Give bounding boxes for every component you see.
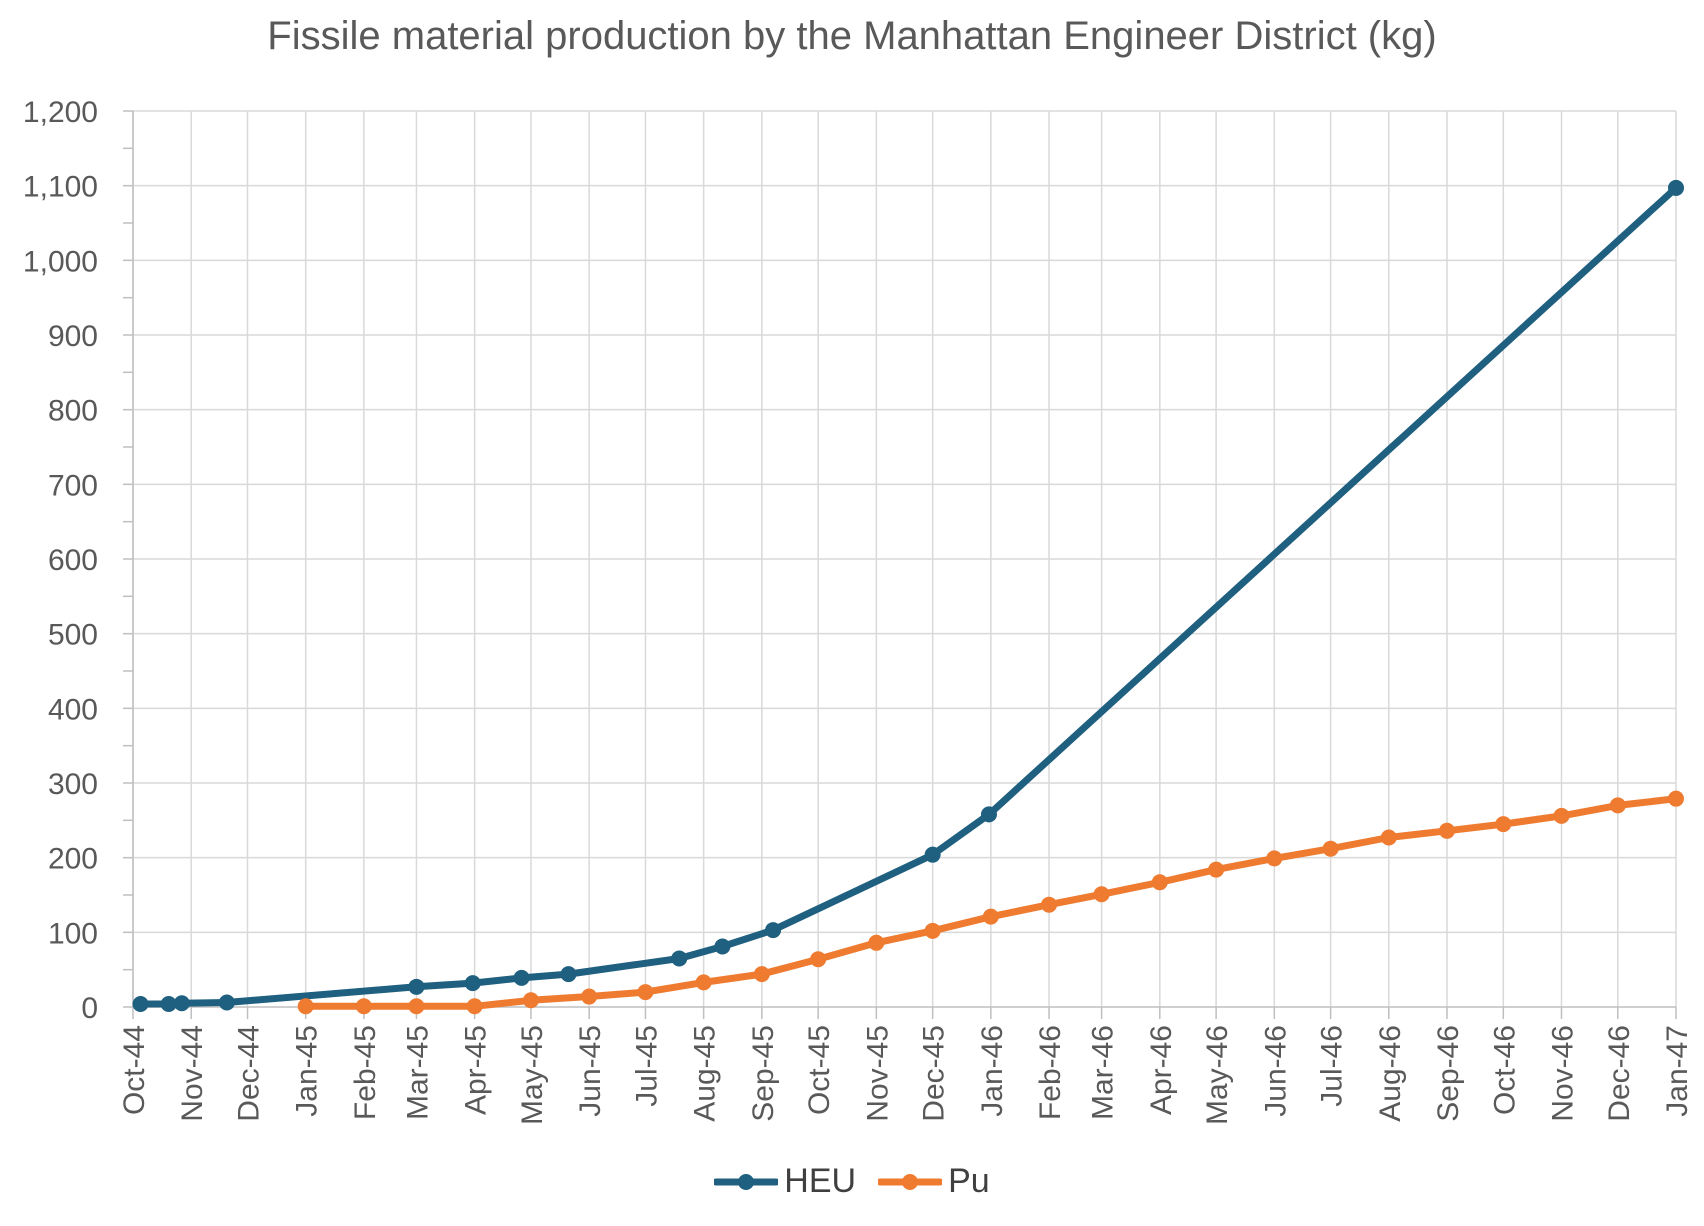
- x-tick-label: Feb-46: [1034, 1025, 1067, 1120]
- y-tick-label: 700: [48, 469, 98, 502]
- x-tick-label: Jan-46: [976, 1025, 1009, 1117]
- x-tick-label: Feb-45: [349, 1025, 382, 1120]
- y-tick-label: 0: [81, 992, 98, 1025]
- x-tick-label: Jul-45: [630, 1025, 663, 1107]
- x-tick-label: Nov-46: [1546, 1025, 1579, 1122]
- pu-data-point: [982, 908, 999, 925]
- pu-data-point: [868, 934, 885, 951]
- x-tick-label: Jul-46: [1316, 1025, 1349, 1107]
- grid-lines: [132, 110, 1677, 1007]
- pu-data-point: [1266, 850, 1283, 867]
- pu-data-point: [297, 998, 314, 1015]
- x-tick-label: Jun-46: [1259, 1025, 1292, 1117]
- pu-data-point: [581, 988, 598, 1005]
- x-tick-label: Dec-44: [233, 1025, 266, 1122]
- heu-data-point: [173, 995, 190, 1012]
- x-tick-label: Oct-46: [1488, 1025, 1521, 1115]
- pu-data-point: [1208, 861, 1225, 878]
- x-tick-label: Nov-44: [176, 1025, 209, 1122]
- y-tick-label: 1,100: [23, 171, 98, 204]
- y-tick-label: 200: [48, 843, 98, 876]
- x-tick-label: Jun-45: [574, 1025, 607, 1117]
- pu-data-point: [1553, 807, 1570, 824]
- heu-data-point: [408, 978, 425, 995]
- heu-data-point: [714, 938, 731, 955]
- y-tick-label: 900: [48, 320, 98, 353]
- series-markers: [132, 179, 1684, 1015]
- x-tick-label: May-45: [516, 1025, 549, 1125]
- x-tick-label: Aug-45: [689, 1025, 722, 1122]
- y-tick-label: 1,000: [23, 245, 98, 278]
- heu-data-point: [980, 806, 997, 823]
- pu-data-point: [408, 998, 425, 1015]
- legend-item-pu: Pu: [878, 1162, 990, 1201]
- heu-data-point: [924, 846, 941, 863]
- y-tick-label: 1,200: [23, 96, 98, 129]
- heu-data-point: [671, 950, 688, 967]
- pu-data-point: [695, 974, 712, 991]
- x-tick-label: May-46: [1201, 1025, 1234, 1125]
- heu-series-line: [137, 184, 1680, 1008]
- heu-data-point: [1668, 179, 1684, 196]
- x-tick-label: Dec-45: [918, 1025, 951, 1122]
- x-tick-label: Nov-45: [861, 1025, 894, 1122]
- heu-data-point: [513, 969, 530, 986]
- x-tick-label: Oct-44: [118, 1025, 151, 1115]
- chart-title: Fissile material production by the Manha…: [267, 14, 1437, 58]
- heu-data-point: [765, 922, 782, 939]
- legend: HEU Pu: [0, 1162, 1704, 1201]
- y-tick-label: 800: [48, 395, 98, 428]
- x-tick-label: Apr-45: [460, 1025, 493, 1115]
- legend-label-heu: HEU: [784, 1162, 857, 1200]
- x-tick-label: Dec-46: [1603, 1025, 1636, 1122]
- pu-data-point: [753, 966, 770, 983]
- pu-data-point: [637, 984, 654, 1001]
- pu-data-point: [1495, 816, 1512, 833]
- x-tick-label: Apr-46: [1145, 1025, 1178, 1115]
- heu-data-point: [560, 966, 577, 983]
- heu-data-point: [218, 994, 235, 1011]
- pu-data-point: [1380, 829, 1397, 846]
- legend-swatch-pu: [878, 1173, 943, 1190]
- y-tick-label: 300: [48, 768, 98, 801]
- y-tick-label: 100: [48, 917, 98, 950]
- y-tick-label: 600: [48, 544, 98, 577]
- pu-data-point: [355, 998, 372, 1015]
- x-tick-label: Oct-45: [803, 1025, 836, 1115]
- legend-label-pu: Pu: [948, 1162, 990, 1200]
- y-tick-label: 400: [48, 693, 98, 726]
- pu-data-point: [1609, 797, 1626, 814]
- pu-data-point: [466, 998, 483, 1015]
- pu-data-point: [1322, 840, 1339, 857]
- pu-data-point: [1438, 822, 1455, 839]
- pu-data-point: [522, 992, 539, 1009]
- pu-data-point: [1041, 896, 1058, 913]
- tick-labels: 0 100 200 300 400 500 600 700 800 900 1,000 1,100 1,…: [23, 96, 1694, 1125]
- legend-swatch-heu: [714, 1173, 779, 1190]
- axes: [123, 110, 1677, 1019]
- pu-data-point: [1151, 874, 1168, 891]
- x-tick-label: Sep-46: [1432, 1025, 1465, 1122]
- y-tick-label: 500: [48, 619, 98, 652]
- pu-data-point: [1093, 886, 1110, 903]
- pu-data-point: [1668, 790, 1684, 807]
- x-tick-label: Jan-47: [1661, 1025, 1694, 1117]
- pu-data-point: [810, 951, 827, 968]
- heu-data-point: [132, 996, 149, 1013]
- x-tick-label: Jan-45: [291, 1025, 324, 1117]
- x-tick-label: Mar-45: [401, 1025, 434, 1120]
- heu-data-point: [464, 975, 481, 992]
- pu-data-point: [924, 922, 941, 939]
- series-lines: [137, 184, 1680, 1010]
- legend-item-heu: HEU: [714, 1162, 856, 1201]
- x-tick-label: Mar-46: [1087, 1025, 1120, 1120]
- x-tick-label: Sep-45: [747, 1025, 780, 1122]
- x-tick-label: Aug-46: [1374, 1025, 1407, 1122]
- heu-data-point: [160, 996, 177, 1013]
